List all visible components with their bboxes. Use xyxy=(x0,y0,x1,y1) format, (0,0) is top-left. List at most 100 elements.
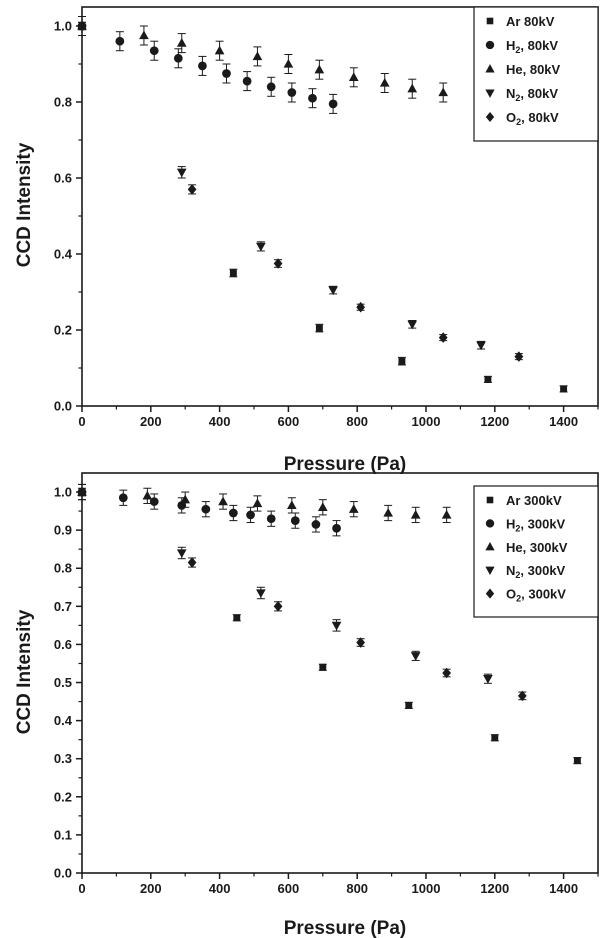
data-point xyxy=(398,357,406,365)
legend-box xyxy=(473,485,599,618)
bottom-chart-panel: 0 200 400 600 800 1000 1200 1400 0.0 0.1 0.2 0.3 0.4… xyxy=(14,472,599,938)
data-point xyxy=(317,502,328,511)
data-point xyxy=(233,614,241,622)
legend-label: O2, 80kV xyxy=(506,110,559,127)
legend-box xyxy=(473,6,599,142)
data-point xyxy=(407,320,418,330)
legend-label: H2, 300kV xyxy=(506,516,566,533)
data-point xyxy=(173,53,183,63)
x-tick-label: 400 xyxy=(209,414,231,429)
data-point xyxy=(142,490,153,500)
x-tick-label: 1400 xyxy=(549,414,578,429)
x-tick-label: 200 xyxy=(140,881,162,896)
series-triangle-up xyxy=(77,16,449,103)
series-triangle-down xyxy=(176,546,493,684)
data-point xyxy=(242,76,252,86)
data-point xyxy=(491,734,499,742)
data-point xyxy=(252,498,263,508)
legend-label: He, 80kV xyxy=(506,62,561,77)
x-tick-label: 1200 xyxy=(480,881,509,896)
data-point xyxy=(438,87,449,97)
legend-marker xyxy=(486,496,494,504)
legend-marker xyxy=(485,111,495,123)
y-tick-label: 0.8 xyxy=(54,561,72,576)
data-point xyxy=(514,351,524,362)
data-point xyxy=(311,520,321,529)
data-point xyxy=(356,637,366,648)
data-point xyxy=(379,77,390,87)
series-diamond xyxy=(187,184,524,362)
data-point xyxy=(484,375,492,383)
data-point xyxy=(287,88,297,97)
x-tick-label: 0 xyxy=(78,881,85,896)
y-tick-label: 0.0 xyxy=(54,866,72,881)
legend-marker xyxy=(485,89,495,98)
y-tick-label: 0.6 xyxy=(54,171,72,186)
data-point xyxy=(331,621,342,631)
legend-label: He, 300kV xyxy=(506,540,568,555)
data-point xyxy=(201,504,211,514)
legend-marker xyxy=(485,64,495,73)
data-point xyxy=(118,493,128,503)
y-tick-label: 0.6 xyxy=(54,637,72,652)
data-point xyxy=(476,341,486,351)
data-point xyxy=(214,45,225,55)
legend-label: N2, 80kV xyxy=(506,86,558,103)
y-tick-label: 0.0 xyxy=(54,399,72,414)
x-tick-label: 400 xyxy=(209,881,231,896)
series-triangle-down xyxy=(176,166,486,351)
y-tick-label: 0.1 xyxy=(54,827,72,842)
data-point xyxy=(483,675,493,684)
data-point xyxy=(410,652,421,661)
y-tick-label: 0.9 xyxy=(54,523,72,538)
data-point xyxy=(348,504,359,513)
y-tick-label: 0.4 xyxy=(54,713,73,728)
data-point xyxy=(222,69,231,78)
plot-frame xyxy=(81,472,599,874)
series-circle xyxy=(77,16,338,114)
data-point xyxy=(149,46,159,56)
legend-marker xyxy=(485,519,495,528)
data-point xyxy=(246,510,255,520)
data-point xyxy=(287,500,297,510)
legend-marker xyxy=(486,17,494,25)
y-tick-label: 0.4 xyxy=(54,247,73,262)
data-point xyxy=(348,72,359,81)
x-axis-title: Pressure (Pa) xyxy=(284,918,407,938)
top-chart-panel: 0 200 400 600 800 1000 1200 1400 0.0 0.2 0.4 0.6 0.8… xyxy=(14,6,599,475)
y-axis-title: CCD Intensity xyxy=(14,609,35,734)
data-point xyxy=(308,93,317,103)
data-point xyxy=(273,258,283,269)
data-point xyxy=(187,184,197,195)
data-point xyxy=(356,301,366,313)
y-tick-label: 1.0 xyxy=(54,19,72,34)
data-point xyxy=(560,385,568,393)
data-point xyxy=(187,557,197,568)
series-triangle-up xyxy=(77,483,452,524)
data-point xyxy=(266,82,276,92)
data-point xyxy=(315,324,323,332)
x-tick-label: 1000 xyxy=(412,881,441,896)
legend-label: Ar 300kV xyxy=(506,493,562,508)
data-point xyxy=(77,20,87,30)
data-point xyxy=(176,549,187,559)
y-tick-label: 0.3 xyxy=(54,751,72,766)
data-point xyxy=(405,701,413,709)
data-point xyxy=(383,507,393,517)
data-point xyxy=(139,30,149,40)
x-tick-label: 200 xyxy=(140,414,162,429)
y-tick-label: 1.0 xyxy=(54,485,72,500)
data-point xyxy=(410,509,421,519)
data-point xyxy=(442,667,452,679)
data-point xyxy=(328,286,338,296)
data-point xyxy=(176,38,187,47)
data-point xyxy=(314,64,325,74)
x-tick-label: 1000 xyxy=(412,414,441,429)
data-point xyxy=(256,242,266,252)
legend-label: O2, 300kV xyxy=(506,587,566,604)
data-point xyxy=(198,61,207,71)
legend-marker xyxy=(485,40,495,50)
data-point xyxy=(229,269,237,277)
data-point xyxy=(438,332,448,343)
